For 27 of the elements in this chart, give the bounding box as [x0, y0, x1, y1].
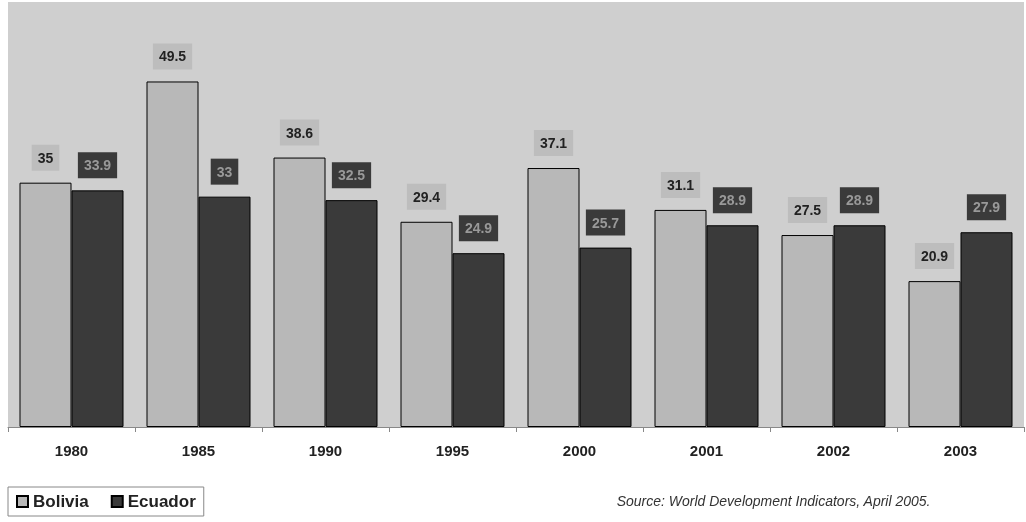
x-tick-label: 1980: [54, 442, 89, 459]
x-tick-label: 2002: [816, 442, 851, 459]
data-label: 33.9: [83, 157, 112, 174]
data-label: 28.9: [718, 192, 747, 209]
data-label: 32.5: [337, 167, 366, 184]
data-label: 27.9: [972, 199, 1001, 216]
data-label: 28.9: [845, 192, 874, 209]
data-label: 38.6: [285, 124, 314, 141]
data-label: 27.5: [793, 202, 822, 219]
data-label: 49.5: [158, 48, 187, 65]
data-label: 24.9: [464, 220, 493, 237]
data-label: 37.1: [539, 135, 568, 152]
data-label: 31.1: [666, 176, 695, 193]
legend-label: Ecuador: [127, 492, 197, 511]
data-label: 35: [37, 149, 54, 166]
x-tick-label: 1985: [181, 442, 216, 459]
x-tick-label: 2000: [562, 442, 597, 459]
source-note: Source: World Development Indicators, April 2005.: [616, 493, 931, 509]
x-tick-label: 2001: [689, 442, 724, 459]
data-label: 33: [216, 163, 233, 180]
data-label: 20.9: [920, 248, 949, 265]
data-label: 29.4: [412, 188, 441, 205]
x-tick-label: 1995: [435, 442, 470, 459]
data-label: 25.7: [591, 214, 620, 231]
legend-label: Bolivia: [33, 492, 90, 511]
x-tick-label: 1990: [308, 442, 343, 459]
x-tick-label: 2003: [943, 442, 978, 459]
